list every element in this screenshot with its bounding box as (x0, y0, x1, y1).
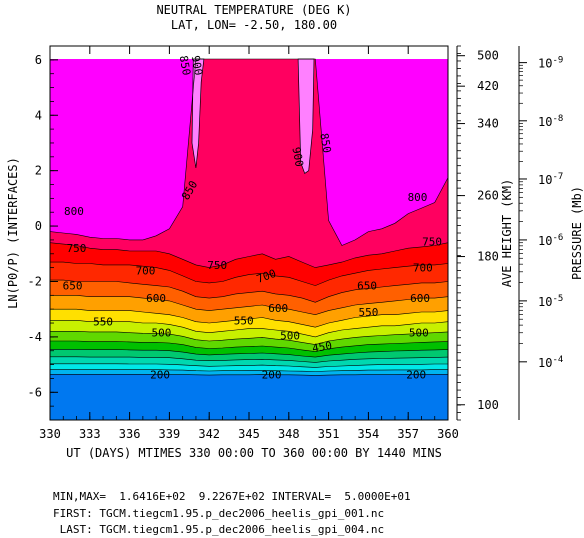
contour-label-850-4: 850 (317, 132, 333, 154)
x-tick-label-360: 360 (437, 427, 459, 441)
contour-label-750-7: 750 (67, 242, 87, 255)
contour-line-500 (50, 331, 449, 345)
contour-line-650 (50, 295, 449, 316)
contour-label-200-25: 200 (150, 368, 170, 381)
plot-area (50, 46, 448, 420)
x-tick-label-348: 348 (278, 427, 300, 441)
height-tick-label-500: 500 (477, 49, 499, 63)
contour-label-200-27: 200 (406, 368, 426, 381)
contour-label-900-1: 900 (189, 55, 205, 77)
contour-label-650-13: 650 (63, 280, 83, 293)
contour-line-850 (49, 58, 449, 246)
height-tick-label-180: 180 (477, 250, 499, 264)
height-tick-label-340: 340 (477, 117, 499, 131)
footer-last-file: LAST: TGCM.tiegcm1.95.p_dec2006_heelis_g… (53, 523, 385, 536)
contour-line-350 (50, 356, 449, 363)
height-axis: 500 420 340 260 180 100 (456, 45, 499, 421)
contour-label-600-15: 600 (146, 292, 166, 305)
contour-line-400 (50, 349, 449, 358)
contour-line-450 (50, 340, 449, 352)
y-tick-label-2: 2 (35, 164, 42, 178)
x-tick-label-330: 330 (39, 427, 61, 441)
contour-label-550-19: 550 (234, 314, 254, 327)
chart-title: NEUTRAL TEMPERATURE (DEG K) (156, 3, 351, 17)
contour-line-750 (50, 261, 449, 286)
contour-label-850-0: 850 (177, 55, 193, 77)
pressure-tick-label--8: 10-8 (538, 114, 563, 129)
footer-minmax: MIN,MAX= 1.6416E+02 9.2267E+02 INTERVAL=… (53, 490, 411, 503)
pressure-axis-label: PRESSURE (Mb) (570, 186, 584, 280)
contour-line-250 (50, 369, 448, 372)
pressure-tick-label--9: 10-9 (538, 56, 563, 71)
y-tick-label--2: -2 (28, 274, 42, 288)
x-tick-label-351: 351 (318, 427, 340, 441)
x-axis-label: UT (DAYS) MTIMES 330 00:00 TO 360 00:00 … (66, 446, 442, 460)
contour-label-500-22: 500 (280, 330, 300, 343)
x-tick-label-354: 354 (358, 427, 380, 441)
contour-line-800 (49, 242, 449, 268)
contour-label-200-26: 200 (262, 368, 282, 381)
contour-line-600 (50, 308, 449, 328)
contour-label-700-10: 700 (136, 264, 156, 277)
contour-label-500-23: 500 (409, 327, 429, 340)
contour-label-550-20: 550 (358, 306, 378, 319)
pressure-axis: 10-9 10-8 10-7 10-6 10-5 10-4 (518, 46, 563, 420)
x-tick-label-342: 342 (198, 427, 220, 441)
contour-line-200 (50, 374, 448, 376)
contour-label-600-16: 600 (268, 302, 288, 315)
band-200 (50, 374, 448, 420)
contour-line-300 (50, 363, 448, 368)
contour-label-500-21: 500 (151, 327, 171, 340)
contour-line-550 (50, 320, 449, 338)
y-tick-label-6: 6 (35, 53, 42, 67)
pressure-tick-label--5: 10-5 (538, 294, 563, 309)
height-axis-label: AVE HEIGHT (KM) (500, 179, 514, 287)
chart-subtitle: LAT, LON= -2.50, 180.00 (171, 18, 337, 32)
x-tick-label-345: 345 (238, 427, 260, 441)
contour-label-550-18: 550 (93, 316, 113, 329)
contour-label-450-24: 450 (311, 339, 333, 355)
contour-label-900-3: 900 (289, 146, 305, 168)
contour-label-650-14: 650 (357, 280, 377, 293)
x-tick-label-336: 336 (119, 427, 141, 441)
y-tick-label-0: 0 (35, 219, 42, 233)
contour-label-700-11: 700 (255, 267, 278, 286)
contour-label-750-9: 750 (422, 235, 442, 248)
contour-line-700 (50, 279, 449, 303)
height-tick-label-420: 420 (477, 79, 499, 93)
y-tick-label-4: 4 (35, 108, 42, 122)
contour-label-700-12: 700 (413, 262, 433, 275)
contour-lines (49, 58, 449, 376)
contour-label-800-6: 800 (408, 191, 428, 204)
y-axis-label: LN(P0/P) (INTERFACES) (6, 157, 20, 309)
height-tick-label-100: 100 (477, 398, 499, 412)
x-axis: 330 333 336 339 342 345 348 351 354 357 360 (39, 46, 459, 441)
contour-label-750-8: 750 (207, 259, 227, 272)
pressure-tick-label--6: 10-6 (538, 233, 563, 248)
y-axis: -6 -4 -2 0 2 4 6 (28, 45, 58, 421)
x-tick-label-357: 357 (397, 427, 419, 441)
contour-label-600-17: 600 (410, 292, 430, 305)
x-tick-label-333: 333 (79, 427, 101, 441)
x-tick-label-339: 339 (159, 427, 181, 441)
y-tick-label--6: -6 (28, 385, 42, 399)
height-tick-label-260: 260 (477, 189, 499, 203)
footer-first-file: FIRST: TGCM.tiegcm1.95.p_dec2006_heelis_… (53, 507, 385, 520)
pressure-tick-label--4: 10-4 (538, 355, 563, 370)
y-tick-label--4: -4 (28, 330, 42, 344)
contour-label-800-5: 800 (64, 205, 84, 218)
pressure-tick-label--7: 10-7 (538, 172, 563, 187)
